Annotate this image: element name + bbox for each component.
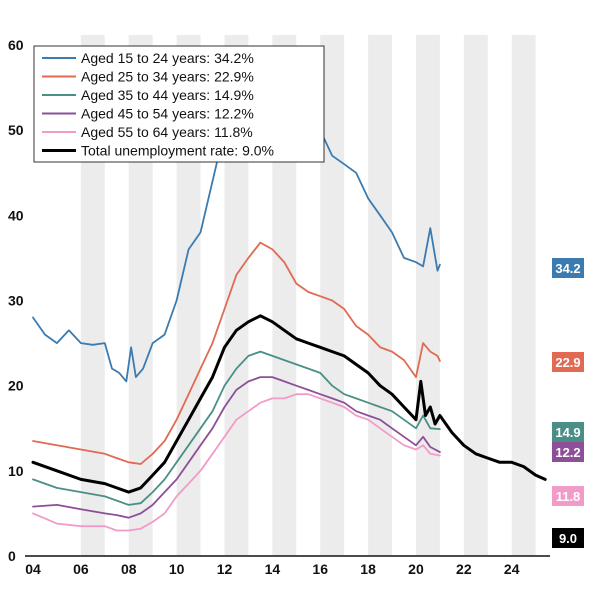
x-tick-label: 20 <box>408 561 424 577</box>
end-label-box-4 <box>552 486 584 506</box>
end-label-box-5 <box>552 528 584 548</box>
x-tick-label: 08 <box>121 561 137 577</box>
shaded-band-7 <box>415 35 440 556</box>
shaded-band-0 <box>80 35 105 556</box>
legend-label-4: Aged 55 to 64 years: 11.8% <box>81 124 253 140</box>
y-tick-label: 40 <box>8 207 24 223</box>
end-label-2: 14.9 <box>555 425 580 440</box>
series-line-3 <box>32 376 441 519</box>
end-label-4: 11.8 <box>556 489 581 504</box>
shaded-band-5 <box>320 35 345 556</box>
series-line-5 <box>31 314 547 494</box>
x-tick-label: 14 <box>265 561 281 577</box>
y-tick-label: 60 <box>8 37 24 53</box>
x-tick-label: 22 <box>456 561 472 577</box>
shaded-bands <box>80 35 536 556</box>
x-tick-label: 06 <box>73 561 89 577</box>
series-line-1 <box>32 241 441 465</box>
y-tick-label: 50 <box>8 122 24 138</box>
legend-label-2: Aged 35 to 44 years: 14.9% <box>81 87 254 103</box>
end-label-0: 34.2 <box>555 261 580 276</box>
legend-label-1: Aged 25 to 34 years: 22.9% <box>81 69 254 85</box>
shaded-band-2 <box>176 35 201 556</box>
legend-label-5: Total unemployment rate: 9.0% <box>81 143 274 159</box>
end-label-5: 9.0 <box>559 531 577 546</box>
legend: Aged 15 to 24 years: 34.2% Aged 25 to 34 … <box>33 45 325 163</box>
y-axis-ticks: 0 10 20 30 40 50 60 <box>8 37 24 564</box>
x-tick-label: 10 <box>169 561 185 577</box>
legend-box <box>33 45 325 163</box>
legend-label-3: Aged 45 to 54 years: 12.2% <box>81 106 254 122</box>
end-label-box-3 <box>552 442 584 462</box>
series-line-4 <box>32 393 441 532</box>
legend-label-0: Aged 15 to 24 years: 34.2% <box>81 50 254 66</box>
shaded-band-1 <box>128 35 153 556</box>
y-tick-label: 20 <box>8 378 24 394</box>
end-labels: 34.2 22.9 14.9 12.2 11.8 9.0 <box>552 258 584 548</box>
shaded-band-9 <box>511 35 536 556</box>
y-tick-label: 0 <box>8 548 16 564</box>
series-line-2 <box>32 350 441 506</box>
x-tick-label: 04 <box>25 561 41 577</box>
end-label-box-2 <box>552 422 584 442</box>
shaded-band-6 <box>368 35 393 556</box>
x-tick-label: 18 <box>360 561 376 577</box>
shaded-band-4 <box>272 35 297 556</box>
x-axis-ticks: 04 06 08 10 12 14 16 18 20 22 24 <box>25 561 519 577</box>
end-label-3: 12.2 <box>555 445 580 460</box>
y-tick-label: 30 <box>8 293 24 309</box>
x-tick-label: 12 <box>217 561 233 577</box>
end-label-box-0 <box>552 258 584 278</box>
shaded-band-8 <box>463 35 488 556</box>
y-tick-label: 10 <box>8 463 24 479</box>
x-tick-label: 16 <box>312 561 328 577</box>
x-tick-label: 24 <box>504 561 520 577</box>
end-label-box-1 <box>552 352 584 372</box>
end-label-1: 22.9 <box>555 355 580 370</box>
shaded-band-3 <box>224 35 249 556</box>
